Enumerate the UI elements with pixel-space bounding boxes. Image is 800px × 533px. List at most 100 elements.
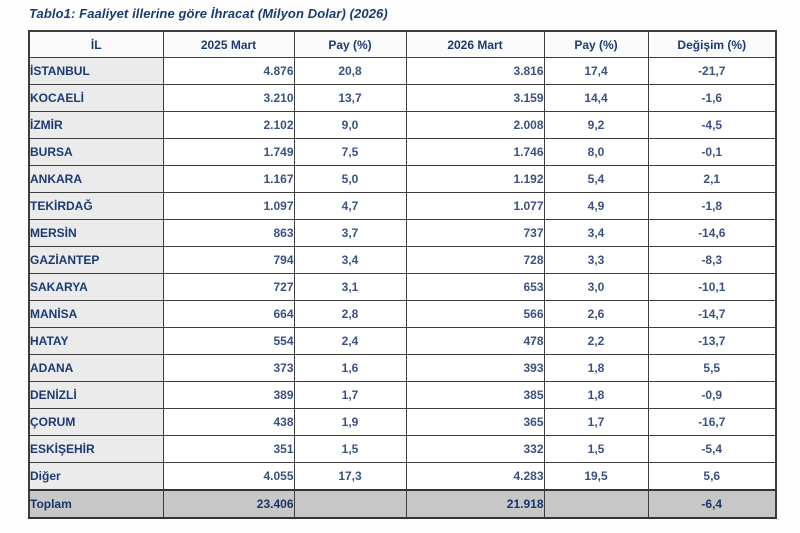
change-cell: 5,5 <box>647 354 777 382</box>
province-cell: MERSİN <box>28 219 164 247</box>
share-2025-cell: 7,5 <box>293 138 407 166</box>
value-2026-cell: 728 <box>405 246 545 274</box>
value-2025-cell: 554 <box>162 327 295 355</box>
share-2026-cell: 1,5 <box>543 435 649 463</box>
value-2025-cell: 438 <box>162 408 295 436</box>
province-cell: ANKARA <box>28 165 164 193</box>
change-cell: -14,6 <box>647 219 777 247</box>
table-row: MERSİN 863 3,7 737 3,4 -14,6 <box>28 219 777 247</box>
change-cell: -1,8 <box>647 192 777 220</box>
change-cell: -10,1 <box>647 273 777 301</box>
change-cell: 2,1 <box>647 165 777 193</box>
value-2025-cell: 2.102 <box>162 111 295 139</box>
value-2026-cell: 653 <box>405 273 545 301</box>
value-2025-cell: 373 <box>162 354 295 382</box>
table-row: ÇORUM 438 1,9 365 1,7 -16,7 <box>28 408 777 436</box>
table-row: ESKİŞEHİR 351 1,5 332 1,5 -5,4 <box>28 435 777 463</box>
export-by-province-table: İL 2025 Mart Pay (%) 2026 Mart Pay (%) D… <box>28 30 777 519</box>
share-2025-cell: 1,9 <box>293 408 407 436</box>
table-header: İL 2025 Mart Pay (%) 2026 Mart Pay (%) D… <box>28 30 777 58</box>
change-cell: -1,6 <box>647 84 777 112</box>
column-header-degisim: Değişim (%) <box>647 30 777 58</box>
value-2025-cell: 4.055 <box>162 462 295 491</box>
change-cell: -14,7 <box>647 300 777 328</box>
column-header-pay-2026: Pay (%) <box>543 30 649 58</box>
table-title: Tablo1: Faaliyet illerine göre İhracat (… <box>29 6 388 21</box>
share-2025-cell: 2,4 <box>293 327 407 355</box>
table-row: Diğer 4.055 17,3 4.283 19,5 5,6 <box>28 462 777 491</box>
share-2026-cell: 17,4 <box>543 57 649 85</box>
value-2025-cell: 351 <box>162 435 295 463</box>
column-header-2026-mart: 2026 Mart <box>405 30 545 58</box>
table-row: DENİZLİ 389 1,7 385 1,8 -0,9 <box>28 381 777 409</box>
change-cell: -8,3 <box>647 246 777 274</box>
share-2025-cell: 1,5 <box>293 435 407 463</box>
value-2025-cell: 727 <box>162 273 295 301</box>
value-2025-cell: 4.876 <box>162 57 295 85</box>
value-2025-cell: 1.167 <box>162 165 295 193</box>
table-row: MANİSA 664 2,8 566 2,6 -14,7 <box>28 300 777 328</box>
province-cell: ÇORUM <box>28 408 164 436</box>
province-cell: DENİZLİ <box>28 381 164 409</box>
value-2025-cell: 23.406 <box>162 489 295 519</box>
share-2025-cell: 20,8 <box>293 57 407 85</box>
share-2026-cell: 9,2 <box>543 111 649 139</box>
province-cell: MANİSA <box>28 300 164 328</box>
change-cell: -5,4 <box>647 435 777 463</box>
value-2026-cell: 1.192 <box>405 165 545 193</box>
province-cell: GAZİANTEP <box>28 246 164 274</box>
province-cell: Diğer <box>28 462 164 491</box>
share-2025-cell: 1,6 <box>293 354 407 382</box>
value-2025-cell: 1.749 <box>162 138 295 166</box>
value-2026-cell: 1.077 <box>405 192 545 220</box>
value-2026-cell: 332 <box>405 435 545 463</box>
share-2026-cell: 1,8 <box>543 381 649 409</box>
share-2026-cell: 1,7 <box>543 408 649 436</box>
province-cell: ADANA <box>28 354 164 382</box>
value-2026-cell: 385 <box>405 381 545 409</box>
table-row: SAKARYA 727 3,1 653 3,0 -10,1 <box>28 273 777 301</box>
share-2025-cell: 3,1 <box>293 273 407 301</box>
value-2025-cell: 3.210 <box>162 84 295 112</box>
change-cell: 5,6 <box>647 462 777 491</box>
value-2026-cell: 3.816 <box>405 57 545 85</box>
value-2025-cell: 1.097 <box>162 192 295 220</box>
change-cell: -0,9 <box>647 381 777 409</box>
share-2025-cell: 5,0 <box>293 165 407 193</box>
share-2025-cell: 9,0 <box>293 111 407 139</box>
value-2026-cell: 566 <box>405 300 545 328</box>
table-row: İSTANBUL 4.876 20,8 3.816 17,4 -21,7 <box>28 57 777 85</box>
share-2026-cell: 8,0 <box>543 138 649 166</box>
province-cell: KOCAELİ <box>28 84 164 112</box>
province-cell: İZMİR <box>28 111 164 139</box>
share-2025-cell: 4,7 <box>293 192 407 220</box>
table-row: BURSA 1.749 7,5 1.746 8,0 -0,1 <box>28 138 777 166</box>
change-cell: -6,4 <box>647 489 777 519</box>
share-2025-cell: 3,7 <box>293 219 407 247</box>
value-2026-cell: 21.918 <box>405 489 545 519</box>
value-2026-cell: 365 <box>405 408 545 436</box>
share-2026-cell: 3,0 <box>543 273 649 301</box>
change-cell: -13,7 <box>647 327 777 355</box>
value-2026-cell: 393 <box>405 354 545 382</box>
table-row: ADANA 373 1,6 393 1,8 5,5 <box>28 354 777 382</box>
share-2026-cell: 2,2 <box>543 327 649 355</box>
table-row: TEKİRDAĞ 1.097 4,7 1.077 4,9 -1,8 <box>28 192 777 220</box>
value-2025-cell: 389 <box>162 381 295 409</box>
province-cell: İSTANBUL <box>28 57 164 85</box>
share-2025-cell: 13,7 <box>293 84 407 112</box>
change-cell: -4,5 <box>647 111 777 139</box>
value-2025-cell: 664 <box>162 300 295 328</box>
change-cell: -16,7 <box>647 408 777 436</box>
value-2026-cell: 3.159 <box>405 84 545 112</box>
value-2026-cell: 2.008 <box>405 111 545 139</box>
total-row: Toplam 23.406 21.918 -6,4 <box>28 489 777 519</box>
column-header-2025-mart: 2025 Mart <box>162 30 295 58</box>
share-2026-cell: 4,9 <box>543 192 649 220</box>
share-2025-cell: 3,4 <box>293 246 407 274</box>
province-cell: Toplam <box>28 489 164 519</box>
table-row: İZMİR 2.102 9,0 2.008 9,2 -4,5 <box>28 111 777 139</box>
share-2026-cell: 5,4 <box>543 165 649 193</box>
change-cell: -21,7 <box>647 57 777 85</box>
